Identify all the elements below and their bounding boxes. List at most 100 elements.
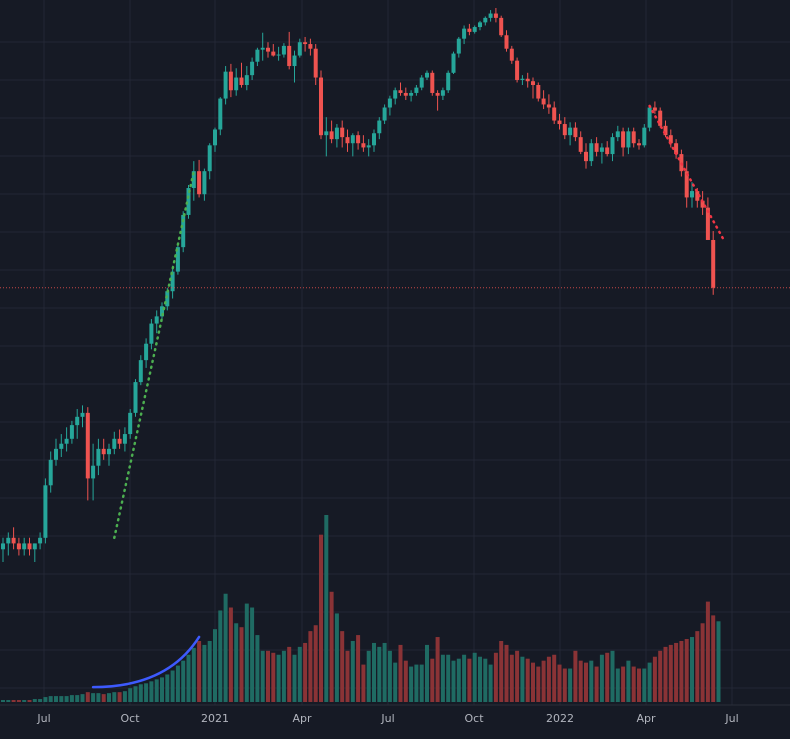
candle-body [509, 48, 514, 61]
candle-body [658, 110, 663, 126]
volume-bar [478, 656, 482, 702]
candle-body [663, 125, 668, 136]
volume-bar [430, 658, 435, 702]
candle-body [175, 247, 180, 272]
candle [22, 537, 27, 556]
volume-bar [16, 700, 21, 702]
volume-bar [271, 652, 276, 702]
candle [281, 43, 286, 58]
x-tick-label: Oct [120, 712, 140, 725]
candle-body [356, 135, 361, 144]
volume-bar [440, 654, 445, 702]
volume-bar [228, 607, 233, 702]
volume-bar [690, 637, 694, 702]
candle [541, 90, 546, 110]
candle-body [6, 537, 11, 544]
volume-bar [361, 664, 366, 702]
candle [170, 265, 175, 299]
candle-body [520, 78, 525, 80]
x-tick-label: Apr [636, 712, 656, 725]
volume-bar [705, 601, 710, 702]
candle-body [536, 84, 541, 99]
candle-body [610, 137, 615, 155]
candle-body [425, 72, 429, 78]
candle [499, 15, 504, 37]
volume-bar [483, 658, 488, 702]
candle [599, 143, 604, 164]
candle-body [504, 35, 509, 49]
candle-body [48, 459, 53, 486]
candle-body [589, 143, 594, 162]
volume-bar [160, 677, 164, 702]
volume-bar [250, 607, 255, 702]
candle [107, 443, 111, 466]
candle-body [43, 485, 48, 538]
volume-bar [101, 694, 106, 702]
candle [117, 429, 122, 449]
volume-bar [531, 662, 535, 702]
candle-body [493, 13, 498, 18]
candle [191, 161, 196, 201]
volume-bar [467, 658, 472, 702]
candle-body [382, 107, 387, 121]
candle [271, 44, 276, 57]
candle [573, 122, 578, 142]
volume-bar [175, 665, 180, 702]
candle [372, 129, 376, 152]
candle-body [546, 104, 551, 108]
candle-body [207, 145, 212, 172]
candle [69, 420, 74, 444]
candle [266, 42, 270, 58]
candle [610, 133, 615, 162]
volume-bar [122, 691, 127, 702]
grid [0, 0, 790, 706]
candle-body [80, 412, 85, 417]
volume-bar [191, 647, 196, 702]
candle-body [59, 443, 64, 449]
candle [562, 117, 567, 140]
candle [488, 10, 493, 22]
candle-body [276, 54, 281, 56]
candle-body [96, 448, 101, 466]
candle [91, 443, 96, 501]
candle-body [223, 71, 228, 99]
candle-body [515, 60, 520, 80]
volume-bar [642, 668, 647, 702]
volume-bar [637, 668, 641, 702]
candle [478, 20, 482, 31]
candle-body [705, 207, 710, 240]
volume-bar [107, 693, 111, 702]
volume-bar [313, 625, 318, 702]
candle-body [674, 143, 679, 155]
candle-body [287, 45, 292, 67]
volume-bar [345, 650, 350, 702]
volume-bar [133, 686, 138, 702]
candle [345, 129, 350, 152]
volume-bar [372, 642, 376, 702]
candle [493, 8, 498, 23]
candle-body [250, 61, 255, 76]
volume-bar [255, 635, 260, 702]
candle [425, 70, 429, 80]
candle-body [467, 28, 472, 32]
candle [531, 77, 535, 99]
candle [250, 57, 255, 80]
candle-body [228, 71, 233, 91]
volume-bar [393, 662, 398, 702]
candle-body [122, 434, 127, 444]
candle-body [54, 448, 58, 460]
volume-bar [700, 623, 705, 702]
candle-body [552, 107, 557, 121]
candle-body [69, 425, 74, 439]
volume-bar [276, 654, 281, 702]
candle [674, 139, 679, 159]
candle [11, 527, 16, 550]
candle-body [191, 171, 196, 189]
volume-bar [356, 635, 361, 702]
candle-body [244, 75, 249, 85]
candle-body [456, 38, 461, 54]
volume-curve [91, 635, 201, 689]
candle-body [541, 98, 546, 105]
